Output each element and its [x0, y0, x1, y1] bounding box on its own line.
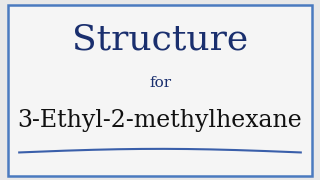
FancyBboxPatch shape — [8, 4, 312, 176]
Text: 3-Ethyl-2-methylhexane: 3-Ethyl-2-methylhexane — [18, 109, 302, 132]
Text: Structure: Structure — [72, 23, 248, 57]
Text: for: for — [149, 76, 171, 90]
